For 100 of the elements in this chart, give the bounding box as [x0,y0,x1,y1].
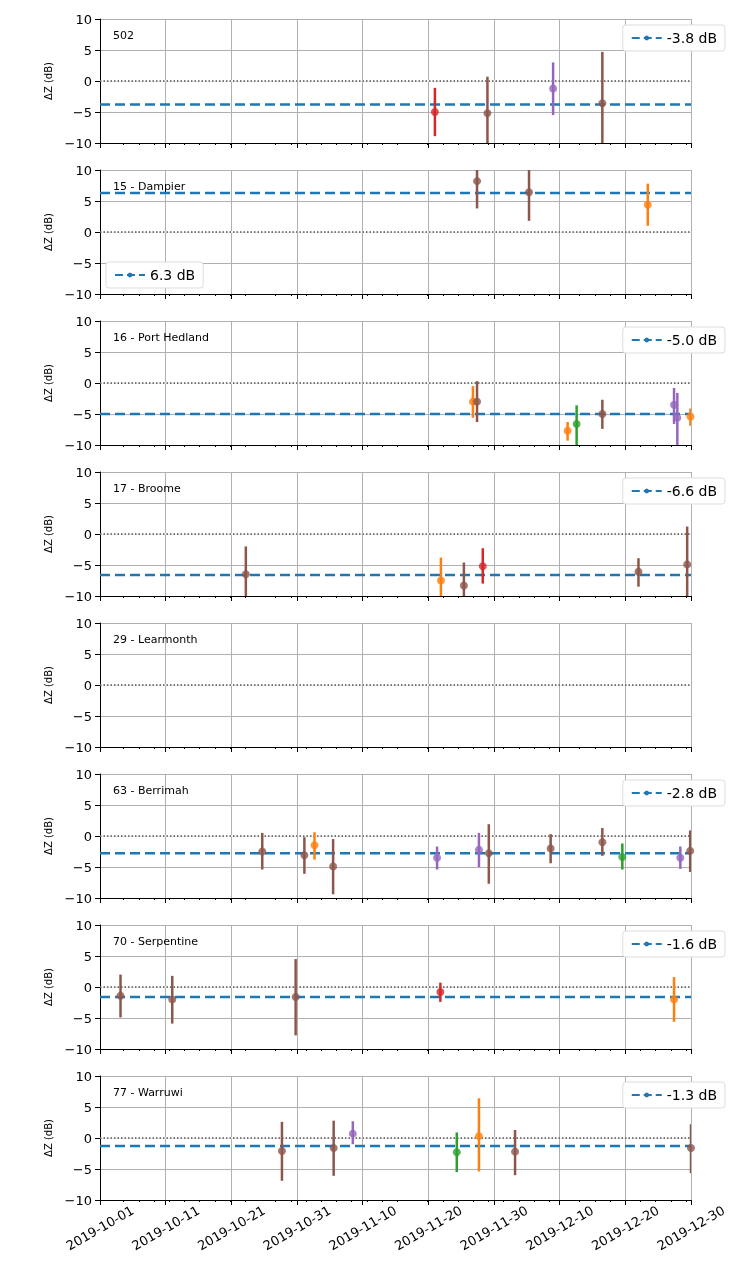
point [329,1143,338,1152]
y-tick-label: 5 [83,42,92,58]
point [478,562,487,571]
y-tick-label: 10 [75,313,92,329]
point [473,177,482,186]
text: 502 [113,29,134,42]
y-tick-label: 10 [75,917,92,933]
y-tick-label: 10 [75,615,92,631]
point [452,1148,461,1157]
y-tick-label: 5 [83,344,92,360]
point [116,991,125,1000]
point [572,419,581,428]
point [310,841,319,850]
point [484,849,493,858]
y-tick-label: −10 [64,1041,92,1057]
y-tick-label: −5 [72,708,92,724]
point [436,987,445,996]
y-tick-label: 5 [83,797,92,813]
point [241,570,250,579]
y-tick-label: 5 [83,193,92,209]
y-tick-label: 5 [83,646,92,662]
point [511,1147,520,1156]
y-tick-label: −5 [72,255,92,271]
point [300,851,309,860]
y-tick-label: 5 [83,1099,92,1115]
y-tick-label: 10 [75,766,92,782]
y-tick-label: −10 [64,437,92,453]
y-tick-label: 0 [83,828,92,844]
point [473,397,482,406]
text: 70 - Serpentine [113,935,199,948]
point [277,1147,286,1156]
y-tick-label: 10 [75,1068,92,1084]
point [436,576,445,585]
y-axis-title: ΔZ (dB) [43,514,55,553]
point [329,862,338,871]
legend-label: -6.6 dB [666,483,718,499]
y-tick-label: −5 [72,1161,92,1177]
y-tick-label: −10 [64,135,92,151]
point [618,853,627,862]
point [433,853,442,862]
point [598,410,607,418]
point [459,581,468,590]
point [168,995,177,1004]
y-tick-label: −10 [64,588,92,604]
point [483,109,492,118]
y-tick-label: 0 [83,526,92,542]
y-tick-label: −5 [72,859,92,875]
y-tick-label: 0 [83,677,92,693]
text: 77 - Warruwi [113,1086,183,1099]
point [549,84,558,93]
y-tick-label: 10 [75,11,92,27]
point [474,845,483,854]
y-tick-label: 5 [83,948,92,964]
y-tick-label: −10 [64,890,92,906]
y-tick-label: −10 [64,1192,92,1208]
y-tick-label: −10 [64,739,92,755]
legend-label: -1.6 dB [666,936,718,952]
point [643,200,652,209]
y-tick-label: 0 [83,375,92,391]
point [563,426,572,435]
point [258,847,267,856]
legend-label: -3.8 dB [666,30,718,46]
point [348,1129,357,1138]
y-tick-label: −5 [72,406,92,422]
y-tick-label: 10 [75,464,92,480]
y-tick-label: −5 [72,104,92,120]
point [683,560,692,569]
point [430,108,439,116]
text: 16 - Port Hedland [113,331,210,344]
point [686,412,695,421]
point [670,995,679,1004]
y-tick-label: −5 [72,1010,92,1026]
legend-label: 6.3 dB [150,267,196,283]
y-axis-title: ΔZ (dB) [43,665,55,704]
y-axis-title: ΔZ (dB) [43,816,55,855]
y-axis-title: ΔZ (dB) [43,212,55,251]
legend-label: -1.3 dB [666,1087,718,1103]
point [291,992,300,1001]
y-tick-label: −10 [64,286,92,302]
point [687,1143,695,1152]
text: 15 - Dampier [113,180,186,193]
y-axis-title: ΔZ (dB) [43,967,55,1006]
y-axis-title: ΔZ (dB) [43,1118,55,1157]
point [676,853,685,862]
point [546,844,555,853]
y-tick-label: −5 [72,557,92,573]
text: 17 - Broome [113,482,181,495]
y-tick-label: 10 [75,162,92,178]
y-tick-label: 0 [83,73,92,89]
text: 63 - Berrimah [113,784,189,797]
y-axis-title: ΔZ (dB) [43,363,55,402]
point [598,99,607,108]
point [525,188,534,197]
y-tick-label: 5 [83,495,92,511]
y-tick-label: 0 [83,979,92,995]
y-tick-label: 0 [83,224,92,240]
point [634,567,643,576]
point [474,1132,483,1141]
point [686,846,695,855]
legend-label: -5.0 dB [666,332,718,348]
